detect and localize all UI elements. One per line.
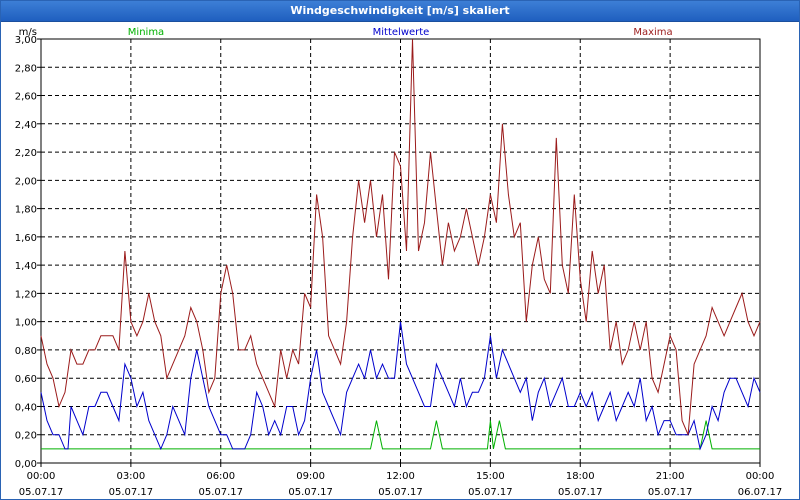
y-tick-label: 1,40	[15, 261, 37, 272]
x-tick-time: 00:00	[746, 471, 775, 482]
y-tick-label: 1,00	[15, 318, 37, 329]
window-title: Windgeschwindigkeit [m/s] skaliert	[290, 4, 510, 17]
x-tick-date: 05.07.17	[378, 487, 423, 498]
x-tick-time: 06:00	[206, 471, 235, 482]
y-tick-label: 2,60	[15, 92, 37, 103]
x-tick-time: 03:00	[116, 471, 145, 482]
y-tick-label: 0,40	[15, 402, 37, 413]
y-tick-label: 1,20	[15, 289, 37, 300]
x-tick-time: 15:00	[476, 471, 505, 482]
x-tick-time: 12:00	[386, 471, 415, 482]
y-tick-label: 0,00	[15, 459, 37, 470]
y-tick-label: 2,80	[15, 63, 37, 74]
y-tick-label: 0,80	[15, 346, 37, 357]
legend-mittelwerte: Mittelwerte	[373, 27, 430, 38]
x-tick-date: 05.07.17	[288, 487, 333, 498]
y-tick-label: 2,40	[15, 120, 37, 131]
y-axis-label: m/s	[19, 27, 37, 38]
x-tick-date: 05.07.17	[558, 487, 603, 498]
x-tick-date: 05.07.17	[648, 487, 693, 498]
y-tick-label: 3,00	[15, 35, 37, 46]
legend-maxima: Maxima	[633, 27, 672, 38]
wind-speed-chart: 0,00 0,20 0,40 0,60 0,80 1,00 1,20 1,40 1,60 1,80…	[15, 27, 783, 498]
y-tick-label: 2,00	[15, 176, 37, 187]
series-line-maxima	[40, 38, 761, 435]
x-tick-date: 06.07.17	[738, 487, 783, 498]
x-tick-date: 05.07.17	[198, 487, 243, 498]
x-tick-time: 00:00	[27, 471, 56, 482]
series-line-mittelwerte	[40, 321, 761, 451]
series-line-minima	[41, 420, 760, 450]
y-tick-label: 0,60	[15, 374, 37, 385]
title-bar: Windgeschwindigkeit [m/s] skaliert	[1, 1, 799, 22]
x-tick-time: 09:00	[296, 471, 325, 482]
y-tick-label: 1,80	[15, 205, 37, 216]
y-tick-label: 2,20	[15, 148, 37, 159]
y-tick-label: 0,20	[15, 431, 37, 442]
x-tick-date: 05.07.17	[468, 487, 513, 498]
x-tick-time: 18:00	[566, 471, 595, 482]
x-tick-date: 05.07.17	[109, 487, 154, 498]
x-tick-date: 05.07.17	[19, 487, 64, 498]
legend-minima: Minima	[128, 27, 164, 38]
y-tick-label: 1,60	[15, 233, 37, 244]
x-tick-time: 21:00	[656, 471, 685, 482]
